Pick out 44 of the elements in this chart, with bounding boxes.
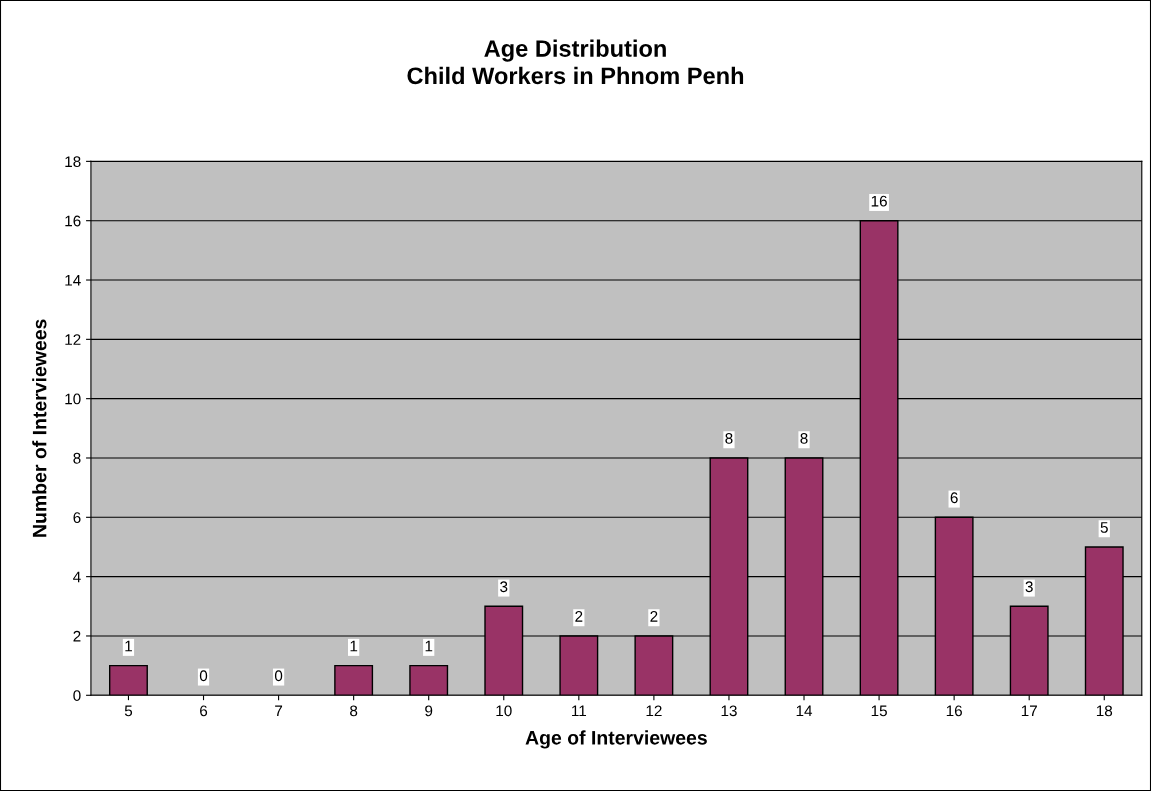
- data-label: 1: [350, 640, 358, 652]
- bar: [108, 664, 148, 696]
- x-tick-label: 18: [1096, 705, 1113, 717]
- data-label: 1: [125, 640, 132, 652]
- y-tick-label: 2: [73, 630, 81, 642]
- data-label: 16: [871, 195, 887, 207]
- data-label: 1: [425, 640, 433, 652]
- x-tick-label: 7: [275, 705, 283, 717]
- y-tick-label: 14: [65, 275, 81, 286]
- bar: [409, 664, 449, 696]
- data-label: 0: [274, 670, 283, 682]
- x-tick-label: 8: [350, 705, 358, 717]
- data-label: 3: [500, 581, 508, 593]
- x-tick-label: 16: [946, 705, 962, 717]
- y-tick-label: 8: [73, 452, 81, 464]
- chart-title: Age Distribution Child Workers in Phnom Penh: [407, 39, 744, 85]
- y-tick-label: 10: [65, 393, 81, 405]
- x-tick-label: 17: [1021, 705, 1037, 717]
- y-axis-title: Number of Interviewees: [32, 319, 47, 537]
- x-tick-label: 14: [796, 705, 813, 717]
- data-label: 5: [1100, 522, 1108, 533]
- x-axis-title: Age of Interviewees: [525, 730, 707, 749]
- x-tick-label: 5: [124, 705, 133, 717]
- x-tick-label: 13: [721, 705, 737, 717]
- y-tick-label: 12: [65, 334, 81, 345]
- data-label: 8: [725, 433, 733, 444]
- data-label: 2: [650, 611, 658, 622]
- x-tick-label: 11: [572, 705, 587, 717]
- y-tick-label: 6: [73, 512, 81, 523]
- y-tick-label: 18: [65, 156, 81, 168]
- data-label: 2: [575, 611, 583, 622]
- y-tick-label: 4: [73, 571, 81, 583]
- x-tick-label: 10: [496, 705, 512, 717]
- y-tick-label: 16: [65, 215, 81, 227]
- data-label: 0: [199, 670, 208, 682]
- x-tick-label: 9: [425, 705, 433, 717]
- x-tick-label: 12: [646, 705, 662, 717]
- data-label: 8: [800, 433, 808, 444]
- x-tick-label: 6: [200, 705, 208, 717]
- x-tick-label: 15: [871, 705, 887, 717]
- bar: [334, 664, 374, 696]
- data-label: 3: [1025, 581, 1033, 593]
- y-tick-label: 0: [73, 690, 81, 701]
- data-label: 6: [950, 492, 958, 504]
